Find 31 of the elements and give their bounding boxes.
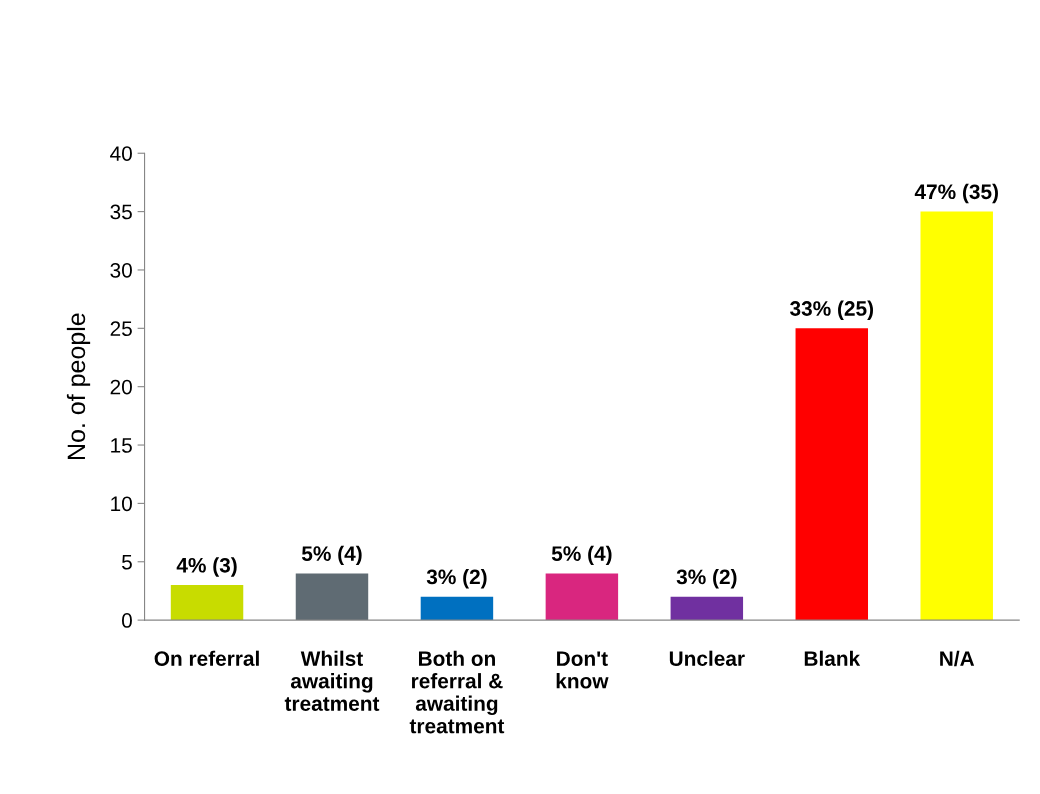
x-tick-label: Don't know [556,651,609,689]
y-tick-label: 0 [121,613,132,628]
bar [670,596,744,621]
bar [420,596,494,621]
bar [295,573,369,621]
bar [170,585,244,621]
bar [795,328,869,621]
x-tick-label: On referral [154,650,259,666]
y-axis-title: No. of people [66,313,91,459]
bar [920,211,993,621]
bar [545,573,619,621]
y-tick-label: 5 [122,554,132,570]
y-tick-label: 35 [110,204,132,220]
x-tick-label: Unclear [669,650,745,666]
x-tick-label: Blank [804,650,861,666]
data-label: 4% (3) [176,557,237,577]
x-tick-label: Both on referral & awaiting treatment [409,650,505,734]
data-label: 5% (4) [301,545,362,566]
y-tick-label: 20 [110,379,132,395]
y-tick-label: 30 [110,262,132,278]
y-tick-label: 25 [110,321,132,337]
data-label: 47% (35) [914,183,998,204]
data-label: 5% (4) [551,545,612,566]
data-label: 3% (2) [426,569,487,589]
y-tick-label: 40 [110,146,132,161]
data-label: 33% (25) [789,300,874,320]
x-tick-label: N/A [940,650,975,667]
data-label: 3% (2) [676,569,737,589]
y-tick-label: 15 [111,438,132,453]
y-tick-label: 10 [111,496,132,512]
x-tick-label: Whilst awaiting treatment [284,650,380,711]
